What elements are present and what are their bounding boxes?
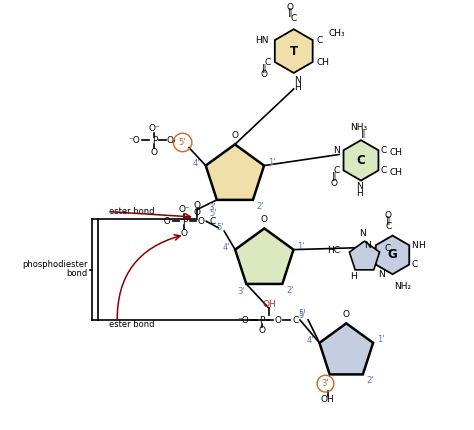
Text: bond: bond	[66, 269, 88, 278]
Text: O: O	[385, 211, 392, 220]
Text: 4': 4'	[222, 243, 229, 252]
Text: 3': 3'	[208, 203, 216, 212]
Text: O: O	[287, 3, 294, 12]
Text: NH₂: NH₂	[394, 282, 411, 291]
Text: OH: OH	[262, 300, 276, 309]
Text: 5': 5'	[299, 311, 306, 320]
Polygon shape	[275, 29, 313, 73]
Polygon shape	[349, 241, 380, 270]
Text: H: H	[294, 83, 301, 92]
Text: C: C	[384, 244, 391, 253]
Text: 5': 5'	[299, 309, 306, 318]
Text: O: O	[259, 326, 266, 335]
Text: O⁻: O⁻	[179, 205, 191, 214]
Text: 4': 4'	[193, 159, 200, 168]
Polygon shape	[206, 144, 264, 200]
Text: O: O	[261, 70, 268, 79]
Text: N: N	[294, 76, 301, 85]
Text: 5': 5'	[179, 138, 186, 147]
Text: CH: CH	[389, 168, 402, 177]
Text: CH₃: CH₃	[329, 29, 346, 38]
Text: O: O	[193, 209, 201, 218]
Text: HN: HN	[255, 36, 268, 45]
Text: H: H	[356, 189, 363, 198]
Text: N: N	[333, 146, 340, 155]
Text: O: O	[331, 178, 337, 187]
Text: ⁻O: ⁻O	[128, 136, 140, 145]
Text: P: P	[182, 217, 187, 226]
Text: T: T	[290, 45, 298, 58]
Text: O: O	[181, 229, 188, 237]
Polygon shape	[376, 236, 409, 274]
Text: NH₃: NH₃	[350, 123, 367, 132]
Text: C: C	[381, 166, 387, 175]
Text: O: O	[275, 316, 282, 325]
Text: N: N	[364, 241, 371, 250]
Text: HC: HC	[327, 246, 340, 255]
Text: O: O	[193, 201, 201, 210]
Text: 4': 4'	[306, 336, 314, 345]
Text: 2': 2'	[367, 376, 374, 385]
Text: O⁻: O⁻	[148, 124, 160, 133]
Text: H: H	[419, 241, 425, 250]
Text: P: P	[152, 136, 157, 145]
Text: ⁻O: ⁻O	[160, 217, 172, 226]
Text: C: C	[293, 316, 299, 325]
Text: C: C	[385, 222, 392, 231]
Polygon shape	[235, 228, 293, 284]
Text: O: O	[343, 310, 350, 319]
Text: 3': 3'	[322, 379, 329, 388]
Text: C: C	[291, 14, 297, 23]
Text: G: G	[388, 249, 397, 261]
Text: ⁻O: ⁻O	[238, 316, 250, 325]
Text: CH: CH	[389, 148, 402, 157]
Text: phosphodiester: phosphodiester	[22, 260, 88, 269]
Text: 3': 3'	[237, 287, 245, 296]
Text: O: O	[261, 215, 268, 224]
Text: ester bond: ester bond	[109, 320, 155, 329]
Text: C: C	[356, 154, 365, 167]
Polygon shape	[344, 140, 378, 181]
Polygon shape	[319, 323, 373, 375]
Text: ‖: ‖	[332, 172, 337, 181]
Text: 5': 5'	[210, 209, 217, 218]
Text: C: C	[334, 166, 340, 175]
Text: C: C	[411, 260, 418, 269]
Text: N: N	[411, 241, 418, 250]
Text: H: H	[350, 272, 356, 281]
Text: O: O	[231, 131, 238, 140]
Text: N: N	[356, 182, 363, 191]
Text: 5': 5'	[217, 223, 224, 232]
Text: OH: OH	[321, 395, 335, 404]
Text: C: C	[316, 36, 322, 45]
Text: ester bond: ester bond	[109, 207, 155, 216]
Text: C: C	[210, 217, 216, 226]
Text: N: N	[378, 270, 385, 280]
Text: O: O	[151, 147, 158, 157]
Text: ‖: ‖	[262, 64, 266, 73]
Text: 1': 1'	[297, 242, 305, 251]
Text: O: O	[198, 217, 205, 226]
Text: ‖: ‖	[361, 129, 365, 138]
Text: C: C	[381, 146, 387, 155]
Text: C: C	[264, 58, 271, 67]
Text: 1': 1'	[268, 158, 275, 167]
Text: CH: CH	[317, 58, 330, 67]
Text: O: O	[166, 136, 173, 145]
Text: 2': 2'	[286, 286, 294, 295]
Text: 2': 2'	[257, 202, 264, 211]
Text: 1': 1'	[377, 335, 384, 344]
Text: ‖: ‖	[288, 8, 292, 17]
Text: N: N	[359, 229, 366, 238]
Text: P: P	[260, 316, 265, 325]
Text: ‖: ‖	[386, 216, 391, 225]
